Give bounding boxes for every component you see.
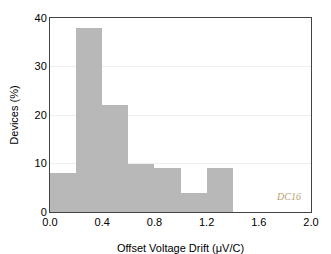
- svg-text:0.8: 0.8: [147, 216, 162, 228]
- svg-text:40: 40: [35, 12, 47, 24]
- svg-text:0.0: 0.0: [42, 216, 57, 228]
- svg-text:20: 20: [35, 109, 47, 121]
- svg-text:1.2: 1.2: [199, 216, 214, 228]
- svg-text:0: 0: [41, 206, 47, 218]
- svg-text:10: 10: [35, 157, 47, 169]
- svg-text:Offset Voltage Drift (μV/C): Offset Voltage Drift (μV/C): [117, 242, 244, 254]
- svg-text:2.0: 2.0: [303, 216, 318, 228]
- svg-text:1.6: 1.6: [251, 216, 266, 228]
- svg-text:DC16: DC16: [276, 191, 301, 202]
- svg-text:Devices (%): Devices (%): [8, 85, 20, 144]
- svg-text:0.4: 0.4: [95, 216, 110, 228]
- svg-text:30: 30: [35, 60, 47, 72]
